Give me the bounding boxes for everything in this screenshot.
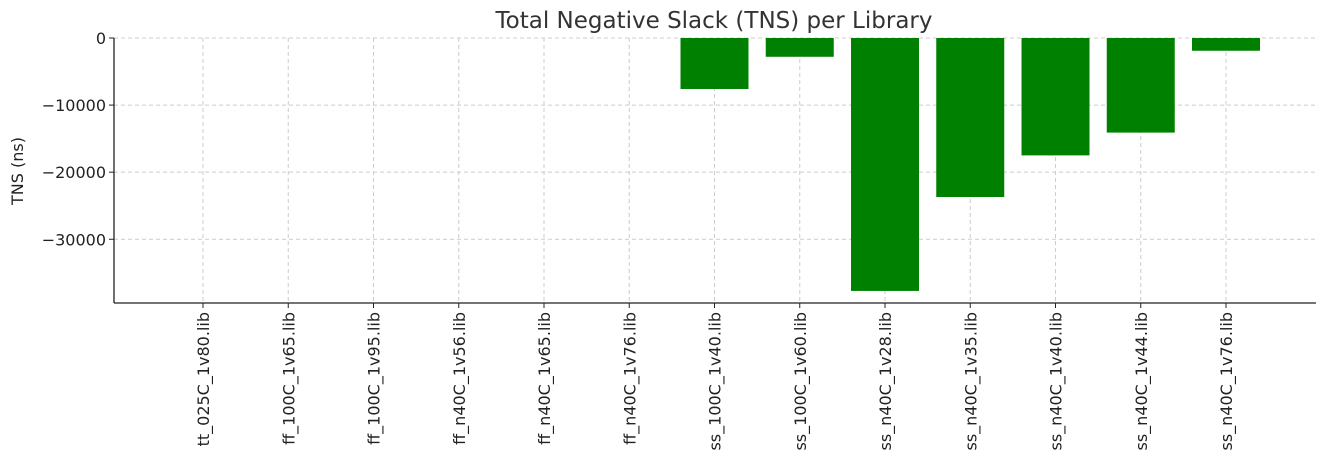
y-tick-label: −20000	[42, 163, 106, 182]
axes-layer	[109, 37, 1316, 308]
x-tick-label: ss_100C_1v60.lib	[791, 312, 811, 451]
x-tick-label: ss_n40C_1v40.lib	[1047, 312, 1067, 450]
chart-title: Total Negative Slack (TNS) per Library	[495, 8, 933, 34]
x-tick-label: ff_n40C_1v76.lib	[620, 312, 640, 445]
bars-layer	[680, 38, 1260, 291]
x-tick-label: ss_100C_1v40.lib	[706, 312, 726, 451]
x-tick-label: ff_100C_1v95.lib	[365, 312, 385, 445]
y-tick-label: 0	[96, 29, 106, 48]
x-tick-label: ss_n40C_1v76.lib	[1217, 312, 1237, 450]
x-tick-label: ss_n40C_1v28.lib	[876, 312, 896, 450]
y-axis-label: TNS (ns)	[8, 137, 27, 206]
bar	[765, 38, 834, 57]
bar	[680, 38, 749, 89]
bar	[851, 38, 919, 291]
y-tick-label: −10000	[42, 96, 106, 115]
x-tick-label: tt_025C_1v80.lib	[194, 312, 214, 446]
bar	[936, 38, 1005, 197]
x-tick-label: ff_100C_1v65.lib	[279, 312, 299, 445]
x-tick-label: ff_n40C_1v56.lib	[450, 312, 470, 445]
y-tick-labels: 0 −10000 −20000 −30000	[42, 29, 106, 249]
bar	[1106, 38, 1175, 133]
x-tick-label: ss_n40C_1v44.lib	[1132, 312, 1152, 450]
bar	[1021, 38, 1090, 156]
x-tick-labels: tt_025C_1v80.lib ff_100C_1v65.lib ff_100C_…	[194, 312, 1237, 451]
bar	[1192, 38, 1260, 51]
x-tick-label: ss_n40C_1v35.lib	[961, 312, 981, 450]
y-tick-label: −30000	[42, 230, 106, 249]
x-tick-label: ff_n40C_1v65.lib	[535, 312, 555, 445]
